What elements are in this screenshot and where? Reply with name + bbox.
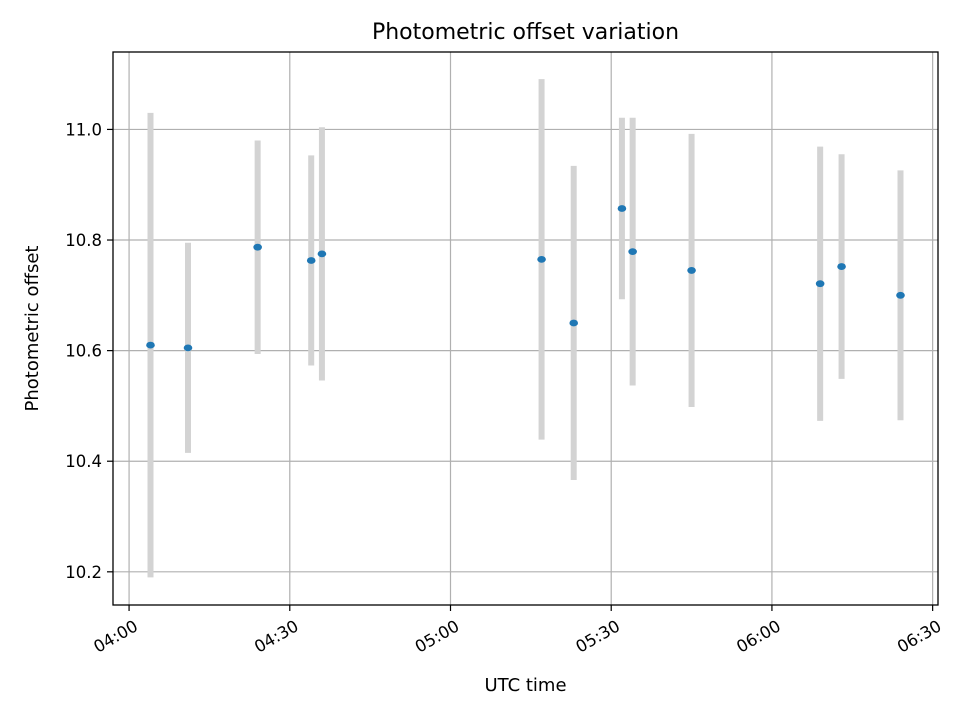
y-tick-label: 10.8 [65,231,102,250]
data-point [253,243,262,251]
data-point [183,344,193,352]
data-point [896,291,905,299]
data-points [146,205,905,352]
y-axis-label: Photometric offset [22,246,43,412]
y-tick-label: 10.6 [65,342,102,361]
data-point [306,257,316,264]
y-tick-label: 10.4 [65,452,102,471]
x-axis-label: UTC time [484,675,566,696]
data-point [815,280,825,288]
data-point [617,205,627,212]
data-point [317,250,327,258]
data-point [537,255,546,263]
grid [113,52,938,605]
plot-frame [112,51,939,606]
data-point [837,263,846,270]
y-tick-label: 10.2 [65,563,102,582]
y-tick-label: 11.0 [65,120,102,139]
data-point [146,341,155,349]
chart-title: Photometric offset variation [372,20,679,45]
data-point [569,319,579,327]
data-point [687,267,696,274]
data-point [628,248,637,256]
